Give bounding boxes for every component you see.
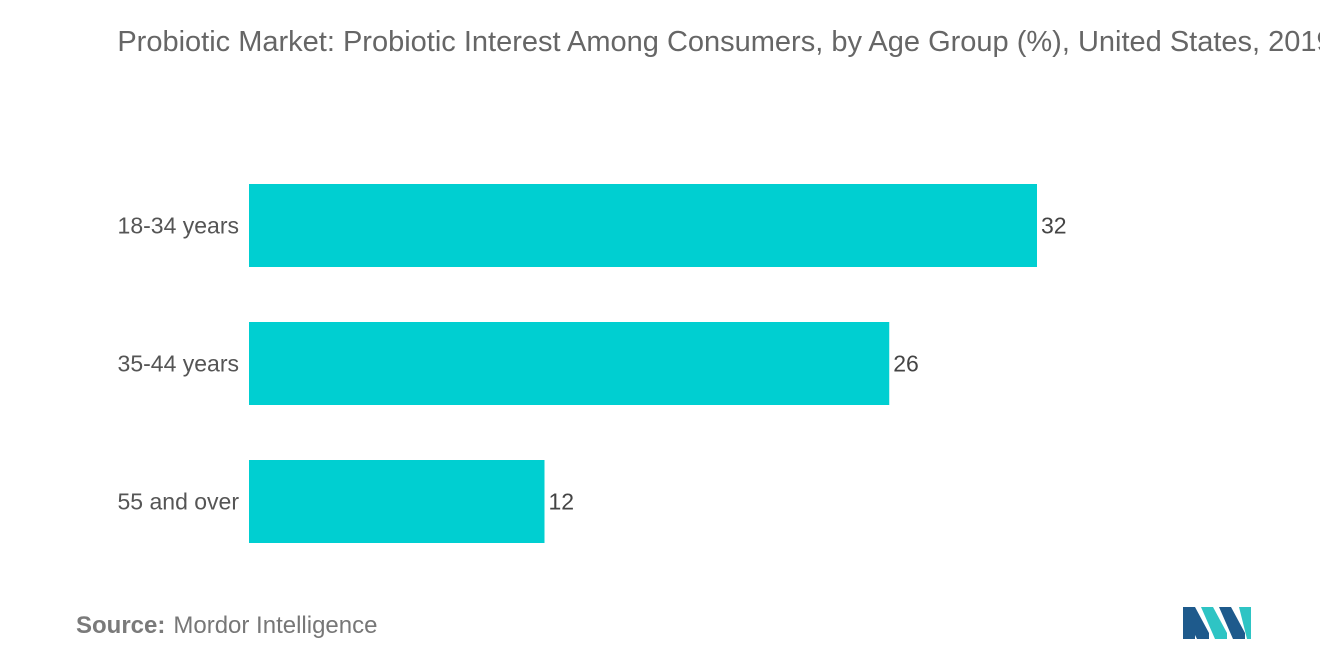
bar-1 — [249, 322, 890, 405]
value-label-1: 26 — [893, 351, 919, 377]
value-label-0: 32 — [1041, 213, 1067, 239]
category-label-1: 35-44 years — [118, 351, 239, 377]
chart-title: Probiotic Market: Probiotic Interest Amo… — [117, 26, 1320, 58]
source-label: Source: — [76, 612, 166, 639]
bar-0 — [249, 184, 1037, 267]
source-line: Source: Mordor Intelligence — [76, 612, 377, 640]
source-value: Mordor Intelligence — [173, 612, 378, 639]
value-label-2: 12 — [549, 489, 575, 515]
bar-2 — [249, 460, 545, 543]
mordor-intelligence-logo-icon — [1183, 607, 1251, 639]
category-label-0: 18-34 years — [118, 213, 239, 239]
category-label-2: 55 and over — [118, 489, 240, 515]
